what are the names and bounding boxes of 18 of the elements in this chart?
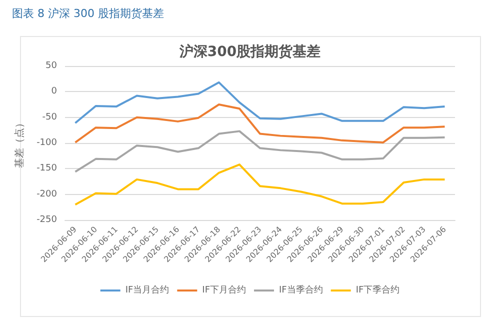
line-series	[74, 81, 446, 124]
y-axis-title: 基差（点）	[14, 118, 26, 168]
y-tick-label: 0	[51, 86, 58, 97]
y-tick-label: -100	[36, 138, 58, 148]
y-tick-label: -250	[36, 215, 58, 225]
y-tick-label: -150	[36, 164, 58, 174]
line-series	[74, 130, 446, 173]
legend-label: IF当月合约	[125, 284, 170, 296]
chart-subtitle: 图表 8 沪深 300 股指期货基差	[12, 7, 164, 20]
y-tick-label: -50	[42, 112, 58, 122]
line-series	[74, 164, 446, 206]
legend-label: IF下季合约	[356, 284, 400, 296]
legend-label: IF下月合约	[202, 284, 246, 296]
y-tick-label: 50	[46, 61, 58, 71]
legend-label: IF当季合约	[279, 284, 323, 296]
y-tick-label: -200	[36, 189, 58, 200]
line-series	[74, 104, 446, 144]
chart-title: 沪深300股指期货基差	[178, 43, 321, 60]
